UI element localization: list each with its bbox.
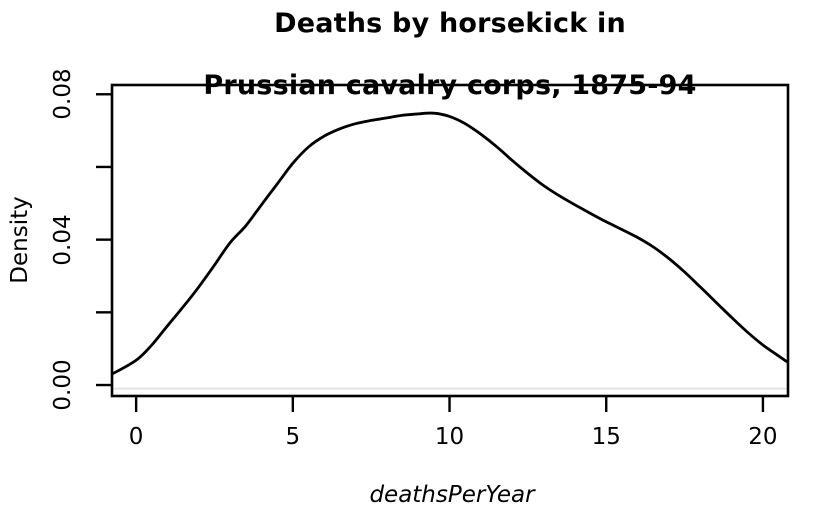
x-tick-label: 5 [285, 424, 301, 450]
y-tick-label: 0.04 [50, 214, 76, 266]
plot-box [110, 83, 790, 398]
x-tick-label: 10 [434, 424, 465, 450]
x-tick-label: 15 [591, 424, 621, 450]
y-tick-label: 0.00 [50, 359, 76, 411]
x-tick-label: 20 [748, 424, 778, 450]
density-curve [112, 111, 788, 376]
x-tick-label: 0 [128, 424, 144, 450]
chart-title-line1: Deaths by horsekick in [274, 8, 626, 39]
y-tick-label: 0.08 [50, 68, 76, 120]
x-axis-title: deathsPerYear [369, 482, 535, 508]
